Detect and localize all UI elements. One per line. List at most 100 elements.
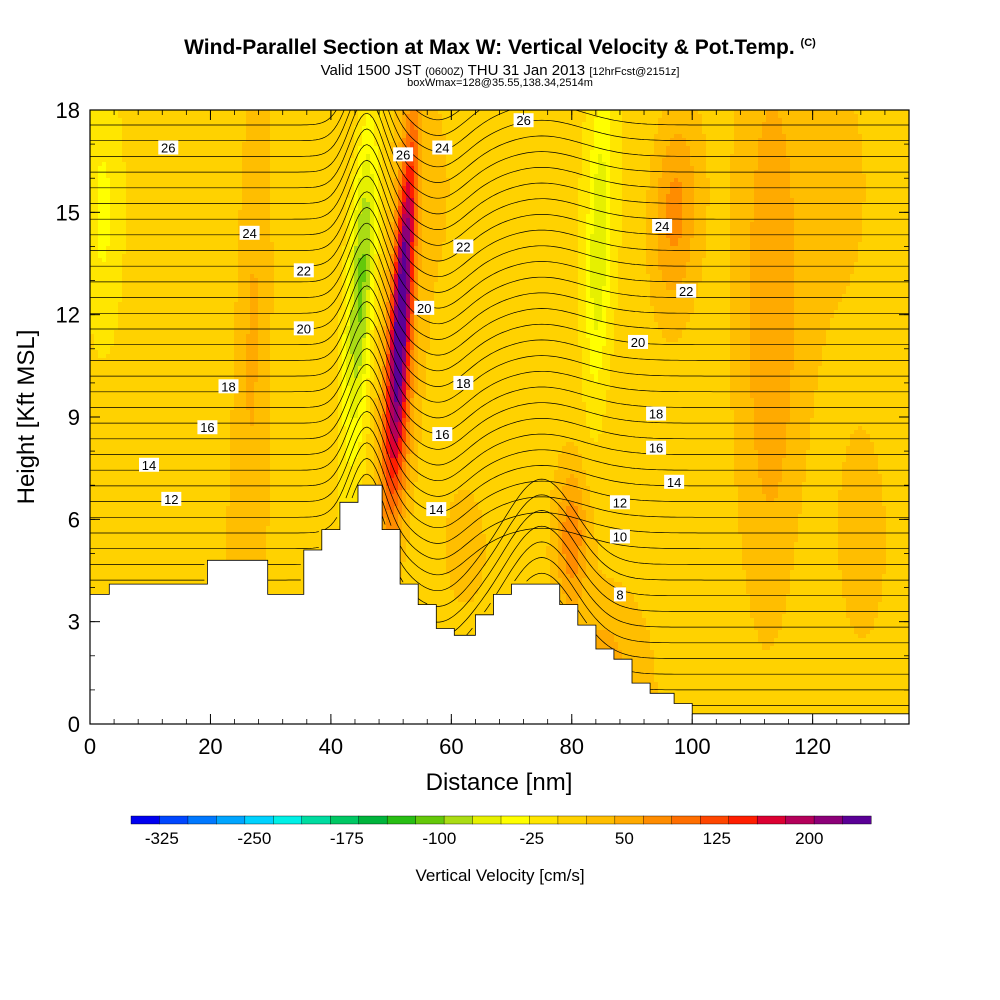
theta-isoline	[90, 395, 909, 497]
valid-time-line: Valid 1500 JST (0600Z) THU 31 Jan 2013 […	[0, 62, 1000, 79]
contour-label: 22	[293, 263, 314, 278]
theta-isoline	[90, 110, 909, 168]
contour-label: 26	[513, 113, 534, 128]
forecast-note: [12hrFcst@2151z]	[589, 66, 679, 78]
y-tick-label: 12	[56, 303, 80, 328]
colorbar-swatch	[529, 815, 559, 825]
theta-isoline	[90, 191, 909, 293]
colorbar-swatch	[614, 815, 644, 825]
x-axis-title: Distance [nm]	[426, 769, 573, 796]
theta-isoline	[90, 238, 909, 340]
colorbar-swatch	[443, 815, 474, 825]
colorbar-swatch	[756, 815, 787, 825]
theta-isoline	[90, 494, 909, 607]
theta-isoline	[90, 426, 909, 529]
chart-title-mark: (C)	[801, 37, 816, 49]
theta-isoline	[90, 159, 909, 262]
contour-label: 22	[453, 239, 474, 254]
contour-label: 14	[664, 474, 685, 490]
theta-isoline	[90, 110, 909, 183]
colorbar-swatch	[671, 815, 701, 825]
x-tick-label: 100	[674, 734, 711, 759]
theta-isoline	[90, 285, 909, 387]
colorbar-swatch	[244, 815, 274, 825]
theta-isoline	[90, 473, 909, 576]
theta-isoline	[466, 541, 909, 636]
contour-label: 20	[293, 321, 314, 336]
colorbar-swatch	[330, 815, 360, 825]
colorbar-tick-label: -250	[237, 829, 271, 848]
theta-isoline	[90, 269, 909, 372]
contour-label: 24	[432, 140, 453, 156]
colorbar-swatch	[557, 815, 587, 825]
theta-isoline	[454, 525, 909, 632]
theta-isoline	[90, 363, 909, 466]
contour-label: 16	[197, 420, 218, 435]
contour-label: 16	[432, 427, 453, 442]
contour-label: 24	[652, 218, 673, 234]
theta-isoline	[526, 572, 909, 659]
theta-isoline	[90, 207, 909, 309]
colorbar-tick-label: -325	[145, 829, 179, 848]
contour-label: 26	[158, 140, 179, 156]
colorbar-tick-label: 50	[615, 829, 634, 848]
colorbar-swatch	[301, 815, 331, 825]
colorbar: -325 -250 -175 -100 -25 50 125 200	[130, 815, 872, 848]
colorbar-swatch	[216, 815, 246, 825]
contour-label: 24	[239, 225, 260, 241]
y-tick-label: 9	[68, 405, 80, 430]
colorbar-swatch	[386, 815, 417, 825]
theta-isoline	[650, 688, 909, 691]
axis-ticks: 0 20 40 60 80 100 120 0 3 6 9 12 15 18	[56, 98, 910, 759]
contour-label: 18	[218, 379, 239, 394]
colorbar-swatch	[813, 815, 844, 825]
colorbar-swatch	[273, 815, 303, 825]
y-tick-label: 18	[56, 98, 80, 123]
theta-isoline	[436, 510, 909, 623]
theta-isoline	[90, 112, 909, 215]
theta-contours	[90, 110, 909, 706]
colorbar-swatch	[586, 815, 616, 825]
colorbar-tick-label: 200	[795, 829, 823, 848]
x-tick-label: 60	[439, 734, 463, 759]
x-tick-label: 0	[84, 734, 96, 759]
colorbar-swatch	[358, 815, 388, 825]
contour-label: 14	[139, 457, 160, 473]
theta-isoline	[90, 222, 909, 325]
colorbar-tick-label: -25	[520, 829, 545, 848]
colorbar-swatch	[159, 815, 189, 825]
colorbar-swatch	[728, 815, 758, 825]
y-axis-title: Height [Kft MSL]	[13, 330, 40, 505]
contour-label: 26	[393, 147, 414, 162]
contour-label: 18	[646, 406, 667, 422]
colorbar-tick-label: -100	[422, 829, 456, 848]
colorbar-swatch	[500, 815, 530, 825]
x-tick-label: 80	[560, 734, 584, 759]
valid-date: THU 31 Jan 2013	[468, 62, 586, 79]
colorbar-swatch	[785, 815, 815, 825]
contour-label: 20	[414, 300, 435, 316]
colorbar-swatch	[643, 815, 673, 825]
theta-isoline	[90, 348, 909, 450]
contour-label: 12	[609, 495, 630, 510]
theta-isoline	[559, 599, 909, 675]
x-tick-label: 40	[319, 734, 343, 759]
theta-isoline	[401, 110, 481, 136]
contour-label: 12	[161, 491, 182, 507]
colorbar-title: Vertical Velocity [cm/s]	[415, 866, 584, 885]
terrain-mask	[89, 484, 910, 725]
x-tick-label: 20	[198, 734, 222, 759]
x-tick-label: 120	[794, 734, 831, 759]
y-tick-label: 6	[68, 507, 80, 532]
valid-zulu: (0600Z)	[425, 66, 464, 78]
contour-label: 10	[609, 529, 630, 544]
theta-isoline	[90, 144, 909, 246]
contour-label: 8	[613, 587, 626, 602]
theta-isoline	[90, 301, 909, 403]
colorbar-swatch	[842, 815, 872, 825]
colorbar-swatch	[187, 815, 217, 825]
theta-isoline	[90, 411, 909, 513]
theta-isoline	[90, 128, 909, 230]
colorbar-tick-label: -175	[330, 829, 364, 848]
